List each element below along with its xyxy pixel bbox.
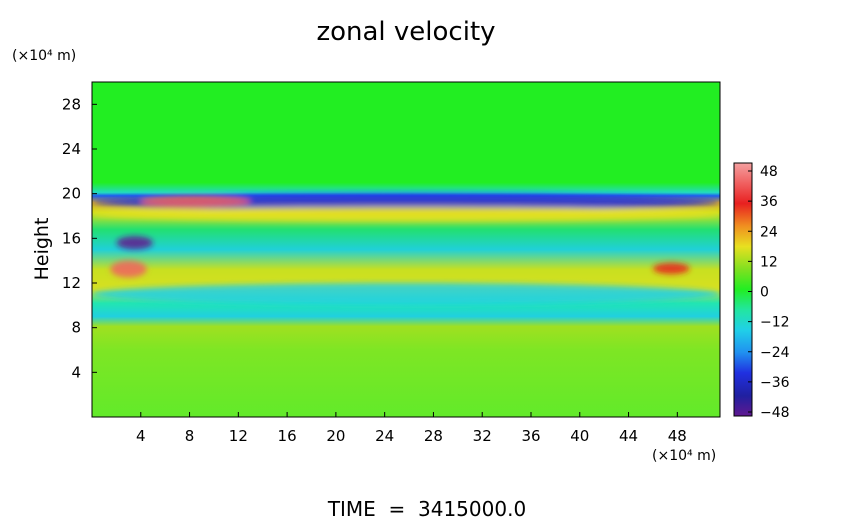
chart-title: zonal velocity (316, 17, 495, 47)
y-tick-label: 24 (62, 140, 81, 158)
x-tick-label: 4 (136, 427, 146, 445)
plot-frame (91, 81, 721, 418)
y-tick-label: 28 (62, 95, 81, 113)
colorbar-tick-label: −24 (760, 345, 790, 361)
x-tick-label: 20 (326, 427, 345, 445)
heatmap-feature (652, 262, 690, 275)
y-tick-label: 8 (71, 319, 81, 337)
colorbar-tick-label: −36 (760, 375, 790, 391)
heatmap-feature (92, 193, 720, 211)
x-tick-label: 32 (473, 427, 492, 445)
time-label: TIME = 3415000.0 (327, 497, 526, 519)
colorbar-tick-label: 0 (760, 285, 769, 301)
x-tick-label: 40 (570, 427, 589, 445)
y-axis-label: Height (31, 218, 53, 281)
y-tick-label: 20 (62, 185, 81, 203)
y-unit-label: (×10⁴ m) (12, 48, 76, 64)
heatmap-feature (110, 260, 147, 278)
x-tick-label: 24 (375, 427, 394, 445)
colorbar-tick-label: −12 (760, 315, 790, 331)
heatmap-feature (92, 207, 720, 222)
colorbar-tick-label: 48 (760, 164, 778, 180)
colorbar-tick-label: 12 (760, 254, 778, 270)
x-tick-label: 12 (229, 427, 248, 445)
heatmap-feature (140, 195, 251, 208)
colorbar-tick-label: 24 (760, 224, 778, 240)
x-tick-label: 8 (185, 427, 195, 445)
heatmap-field (92, 82, 720, 417)
colorbar-tick-label: 36 (760, 194, 778, 210)
x-tick-label: 28 (424, 427, 443, 445)
colorbar (733, 162, 753, 417)
y-tick-label: 4 (71, 363, 81, 381)
x-tick-label: 48 (668, 427, 687, 445)
y-tick-label: 12 (62, 274, 81, 292)
y-tick-label: 16 (62, 229, 81, 247)
x-unit-label: (×10⁴ m) (652, 448, 716, 464)
x-tick-label: 16 (278, 427, 297, 445)
x-tick-label: 36 (521, 427, 540, 445)
colorbar-tick-label: −48 (760, 405, 790, 421)
heatmap-feature (92, 283, 720, 306)
x-tick-label: 44 (619, 427, 638, 445)
heatmap-feature (116, 236, 153, 250)
